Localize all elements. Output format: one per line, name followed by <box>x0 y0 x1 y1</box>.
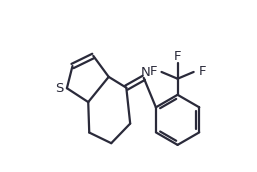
Text: N: N <box>141 66 151 79</box>
Text: F: F <box>198 66 206 78</box>
Text: F: F <box>174 50 181 63</box>
Text: F: F <box>149 66 157 78</box>
Text: S: S <box>55 82 63 95</box>
